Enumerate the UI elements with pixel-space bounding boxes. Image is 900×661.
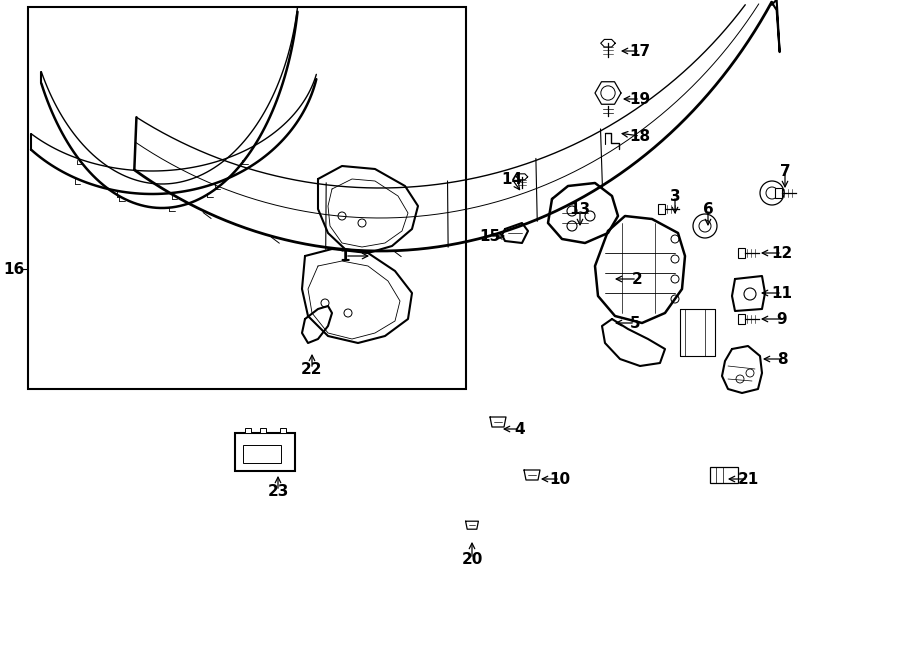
Text: 6: 6 xyxy=(703,202,714,217)
Bar xyxy=(28,7,466,389)
Text: 21: 21 xyxy=(737,471,759,486)
Text: 13: 13 xyxy=(570,202,590,217)
Bar xyxy=(738,314,745,324)
Text: 14: 14 xyxy=(501,171,523,186)
Text: 16: 16 xyxy=(4,262,24,276)
Text: 18: 18 xyxy=(629,128,651,143)
Text: 19: 19 xyxy=(629,91,651,106)
Bar xyxy=(776,188,782,198)
Bar xyxy=(235,433,295,471)
Bar xyxy=(738,248,745,258)
Bar xyxy=(710,467,738,483)
Text: 20: 20 xyxy=(462,551,482,566)
Text: 11: 11 xyxy=(771,286,793,301)
Text: 5: 5 xyxy=(630,315,640,330)
Bar xyxy=(243,445,281,463)
Text: 15: 15 xyxy=(480,229,500,243)
Bar xyxy=(280,428,286,433)
Text: 4: 4 xyxy=(515,422,526,436)
Text: 22: 22 xyxy=(302,362,323,377)
Text: 23: 23 xyxy=(267,483,289,498)
Text: 3: 3 xyxy=(670,188,680,204)
Text: 8: 8 xyxy=(777,352,788,366)
Text: 17: 17 xyxy=(629,44,651,59)
Text: 12: 12 xyxy=(771,245,793,260)
Text: 7: 7 xyxy=(779,163,790,178)
Text: 1: 1 xyxy=(340,249,350,264)
Bar xyxy=(260,428,266,433)
Text: 9: 9 xyxy=(777,311,788,327)
Text: 2: 2 xyxy=(632,272,643,286)
Bar xyxy=(245,428,251,433)
Bar xyxy=(659,204,665,214)
Text: 10: 10 xyxy=(549,471,571,486)
